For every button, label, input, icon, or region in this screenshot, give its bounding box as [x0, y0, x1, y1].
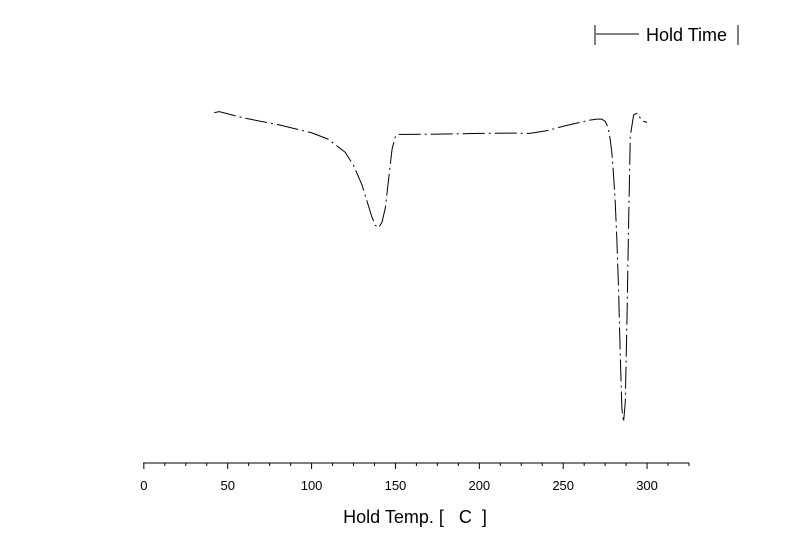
series-line-hold-time — [214, 111, 648, 423]
x-tick-label: 50 — [220, 478, 234, 493]
x-tick-label: 0 — [140, 478, 147, 493]
x-axis-tick-labels: 0 50 100 150 200 250 300 — [140, 478, 658, 493]
x-tick-label: 200 — [468, 478, 490, 493]
x-tick-label: 150 — [385, 478, 407, 493]
x-tick-label: 100 — [301, 478, 323, 493]
x-tick-label: 250 — [552, 478, 574, 493]
legend: Hold Time — [594, 25, 739, 45]
x-tick-label: 300 — [636, 478, 658, 493]
plot-area — [214, 111, 648, 423]
legend-series-label: Hold Time — [646, 25, 727, 45]
x-axis-title: Hold Temp. [ C ] — [343, 507, 487, 527]
x-axis — [143, 462, 690, 469]
